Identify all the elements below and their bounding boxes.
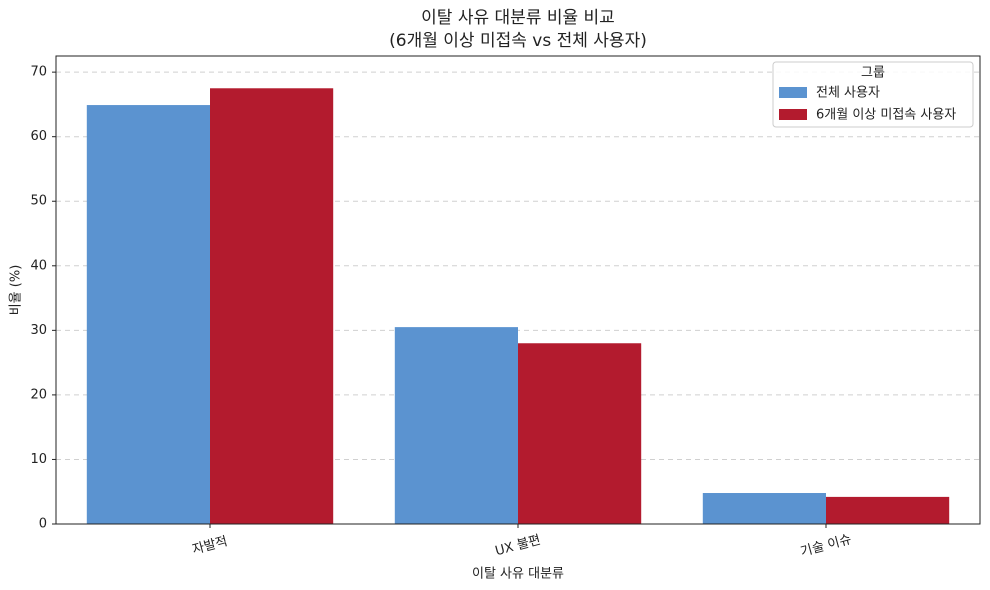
legend-label: 6개월 이상 미접속 사용자 bbox=[816, 108, 956, 123]
bar bbox=[210, 88, 334, 524]
y-tick-label: 0 bbox=[39, 517, 47, 532]
bar bbox=[518, 343, 642, 524]
chart-title: 이탈 사유 대분류 비율 비교 bbox=[421, 8, 615, 28]
y-tick-label: 60 bbox=[30, 129, 47, 144]
bar bbox=[702, 493, 826, 524]
x-tick-label: 기술 이슈 bbox=[799, 532, 853, 560]
legend-swatch bbox=[779, 109, 807, 120]
plot-frame bbox=[55, 55, 981, 525]
y-tick-label: 30 bbox=[30, 323, 47, 338]
legend-box bbox=[772, 61, 974, 128]
x-tick-label: 자발적 bbox=[191, 534, 230, 558]
legend-title: 그룹 bbox=[861, 66, 885, 81]
y-tick-label: 10 bbox=[30, 452, 47, 467]
legend-swatch bbox=[779, 87, 807, 98]
x-axis-label: 이탈 사유 대분류 bbox=[472, 567, 564, 582]
bar bbox=[86, 105, 210, 524]
bar bbox=[826, 496, 950, 524]
y-tick-label: 70 bbox=[30, 65, 47, 80]
y-tick-label: 20 bbox=[30, 387, 47, 402]
y-tick-label: 40 bbox=[30, 258, 47, 273]
y-tick-label: 50 bbox=[30, 194, 47, 209]
bar bbox=[394, 327, 518, 524]
y-axis-label: 비율 (%) bbox=[9, 265, 24, 316]
legend-label: 전체 사용자 bbox=[816, 86, 880, 101]
chart-subtitle: (6개월 이상 미접속 vs 전체 사용자) bbox=[389, 31, 647, 51]
x-tick-label: UX 불편 bbox=[494, 533, 543, 560]
